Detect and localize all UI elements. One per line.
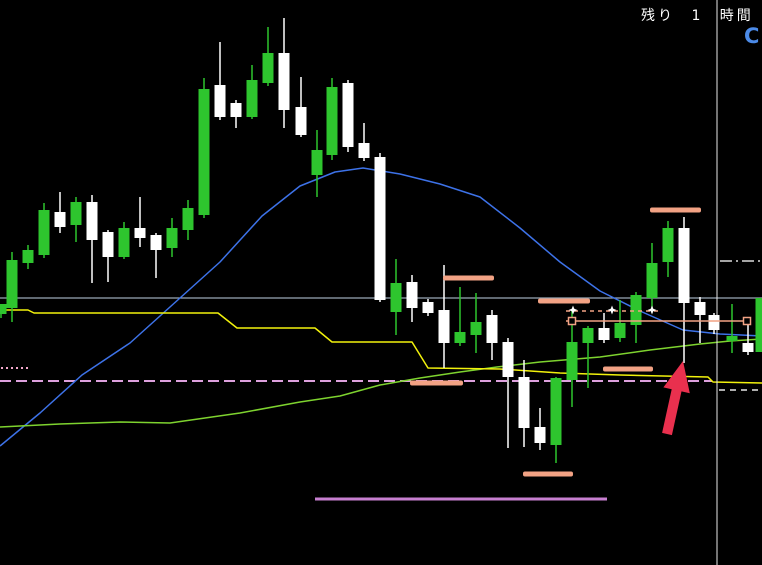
candle <box>342 80 354 152</box>
candle <box>726 304 738 353</box>
candle <box>486 310 498 360</box>
candle <box>502 338 514 448</box>
candle <box>406 275 418 322</box>
candle <box>708 313 720 334</box>
alert-star-icon <box>607 305 617 315</box>
candle <box>598 313 610 343</box>
candle <box>566 309 578 407</box>
candle <box>54 192 66 233</box>
candle-countdown-label: 残り 1 時間 <box>641 8 754 24</box>
candle <box>22 245 34 269</box>
candle <box>118 222 130 259</box>
salmon-zone-bar[interactable] <box>538 298 590 304</box>
candle <box>182 200 194 240</box>
candle <box>102 230 114 282</box>
candles-layer <box>0 18 762 463</box>
green-moving-average-line <box>0 338 762 428</box>
candle <box>166 218 178 257</box>
candle <box>326 78 338 160</box>
candle <box>454 287 466 346</box>
candle <box>262 27 274 86</box>
candle <box>295 77 307 137</box>
candle <box>134 197 146 247</box>
salmon-zone-bar[interactable] <box>523 471 573 477</box>
candle <box>755 298 762 352</box>
ray-handle[interactable] <box>742 316 752 326</box>
candle <box>630 292 642 343</box>
candle <box>70 197 82 242</box>
candle <box>6 252 18 322</box>
candle <box>278 18 290 128</box>
candle <box>358 123 370 161</box>
candle <box>678 217 690 363</box>
candle <box>662 221 674 277</box>
candle <box>374 153 386 302</box>
broker-logo-glyph: C <box>744 24 760 48</box>
candle <box>86 195 98 283</box>
candle <box>518 360 530 447</box>
candle <box>550 377 562 463</box>
alert-star-icon <box>647 305 657 315</box>
salmon-zone-bar[interactable] <box>443 275 494 281</box>
candle <box>742 321 754 355</box>
candle <box>422 299 434 316</box>
candle <box>214 42 226 120</box>
candle <box>646 243 658 310</box>
salmon-zone-bar[interactable] <box>410 380 463 386</box>
candle <box>438 265 450 368</box>
salmon-zone-bar[interactable] <box>603 366 653 372</box>
candle <box>150 233 162 278</box>
salmon-zone-bar[interactable] <box>650 207 701 213</box>
candle <box>230 100 242 128</box>
candle <box>694 297 706 343</box>
candle <box>0 304 7 318</box>
red-up-arrow-icon[interactable] <box>662 361 690 436</box>
alert-star-icon <box>568 305 578 315</box>
candle <box>246 65 258 119</box>
candle <box>38 203 50 258</box>
candle <box>311 130 323 197</box>
ray-handle[interactable] <box>567 316 577 326</box>
candle <box>534 408 546 450</box>
candle <box>470 293 482 353</box>
candle <box>390 259 402 335</box>
candle <box>198 78 210 218</box>
candle <box>582 326 594 388</box>
